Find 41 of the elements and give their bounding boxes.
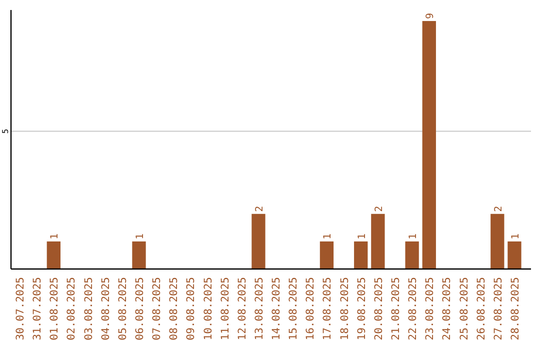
data-label: 1 bbox=[322, 233, 334, 240]
data-label: 1 bbox=[50, 233, 61, 240]
x-tick-label: 04.08.2025 bbox=[100, 277, 112, 340]
x-tick-label: 31.07.2025 bbox=[32, 277, 44, 340]
data-label: 2 bbox=[254, 206, 266, 212]
data-label: 1 bbox=[135, 233, 146, 240]
x-tick-label: 12.08.2025 bbox=[236, 277, 248, 340]
x-tick-label: 16.08.2025 bbox=[304, 277, 317, 340]
data-label: 9 bbox=[425, 12, 436, 20]
x-tick-label: 14.08.2025 bbox=[270, 277, 283, 340]
x-tick-label: 03.08.2025 bbox=[82, 277, 95, 340]
x-tick-label: 13.08.2025 bbox=[253, 277, 266, 340]
x-tick-label: 30.07.2025 bbox=[14, 277, 27, 340]
x-tick-label: 18.08.2025 bbox=[338, 277, 351, 340]
x-tick-label: 23.08.2025 bbox=[424, 277, 436, 340]
x-tick-label: 02.08.2025 bbox=[66, 277, 78, 340]
data-label: 1 bbox=[408, 233, 420, 240]
x-tick-label: 07.08.2025 bbox=[151, 277, 164, 340]
x-tick-label: 08.08.2025 bbox=[168, 277, 180, 340]
x-tick-label: 26.08.2025 bbox=[475, 277, 488, 340]
data-label: 2 bbox=[374, 206, 385, 212]
x-tick-label: 28.08.2025 bbox=[509, 277, 522, 340]
x-tick-label: 22.08.2025 bbox=[407, 277, 420, 340]
y-tick-label: 5 bbox=[1, 128, 10, 134]
x-tick-label: 19.08.2025 bbox=[356, 277, 368, 340]
x-tick-label: 24.08.2025 bbox=[441, 277, 454, 340]
x-tick-label: 10.08.2025 bbox=[202, 277, 214, 340]
x-tick-label: 09.08.2025 bbox=[185, 277, 198, 340]
x-tick-label: 17.08.2025 bbox=[322, 277, 334, 340]
x-tick-label: 20.08.2025 bbox=[372, 277, 385, 340]
x-tick-label: 11.08.2025 bbox=[219, 277, 232, 340]
x-tick-label: 21.08.2025 bbox=[390, 277, 402, 340]
x-tick-label: 01.08.2025 bbox=[48, 277, 61, 340]
data-label: 1 bbox=[510, 233, 522, 240]
x-tick-label: 25.08.2025 bbox=[458, 277, 470, 340]
x-tick-label: 27.08.2025 bbox=[492, 277, 504, 340]
data-label: 1 bbox=[356, 233, 368, 240]
x-tick-label: 05.08.2025 bbox=[116, 277, 129, 340]
x-tick-label: 15.08.2025 bbox=[288, 277, 300, 340]
x-tick-label: 06.08.2025 bbox=[134, 277, 146, 340]
data-label: 2 bbox=[493, 206, 504, 212]
